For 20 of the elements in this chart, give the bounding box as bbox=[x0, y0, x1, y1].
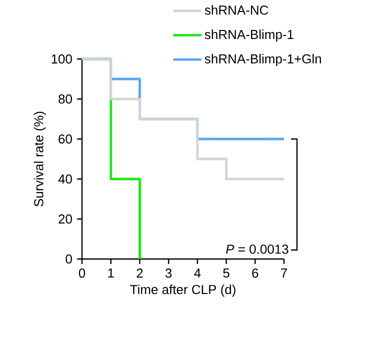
y-tick-label: 80 bbox=[58, 94, 72, 104]
x-tick-label: 5 bbox=[223, 268, 230, 278]
x-tick-label: 1 bbox=[108, 268, 114, 278]
legend-label: shRNA-NC bbox=[204, 5, 268, 15]
y-tick-label: 60 bbox=[58, 134, 72, 144]
y-tick-label: 0 bbox=[66, 254, 72, 264]
x-tick-label: 0 bbox=[78, 268, 86, 278]
annotation: P = 0.0013 bbox=[226, 244, 288, 254]
y-tick-label: 20 bbox=[58, 214, 72, 224]
x-tick-label: 6 bbox=[252, 268, 258, 278]
y-axis-title: Survival rate (%) bbox=[34, 112, 46, 206]
legend-label: shRNA-Blimp-1+Gln bbox=[204, 54, 321, 66]
x-tick-label: 7 bbox=[281, 268, 287, 278]
x-tick-label: 4 bbox=[194, 268, 201, 278]
x-axis-title: Time after CLP (d) bbox=[130, 284, 236, 297]
x-tick-label: 3 bbox=[165, 268, 172, 278]
x-tick-label: 2 bbox=[136, 268, 143, 278]
y-tick-label: 40 bbox=[58, 174, 72, 184]
y-tick-label: 100 bbox=[52, 54, 72, 64]
legend-label: shRNA-Blimp-1 bbox=[204, 30, 294, 42]
